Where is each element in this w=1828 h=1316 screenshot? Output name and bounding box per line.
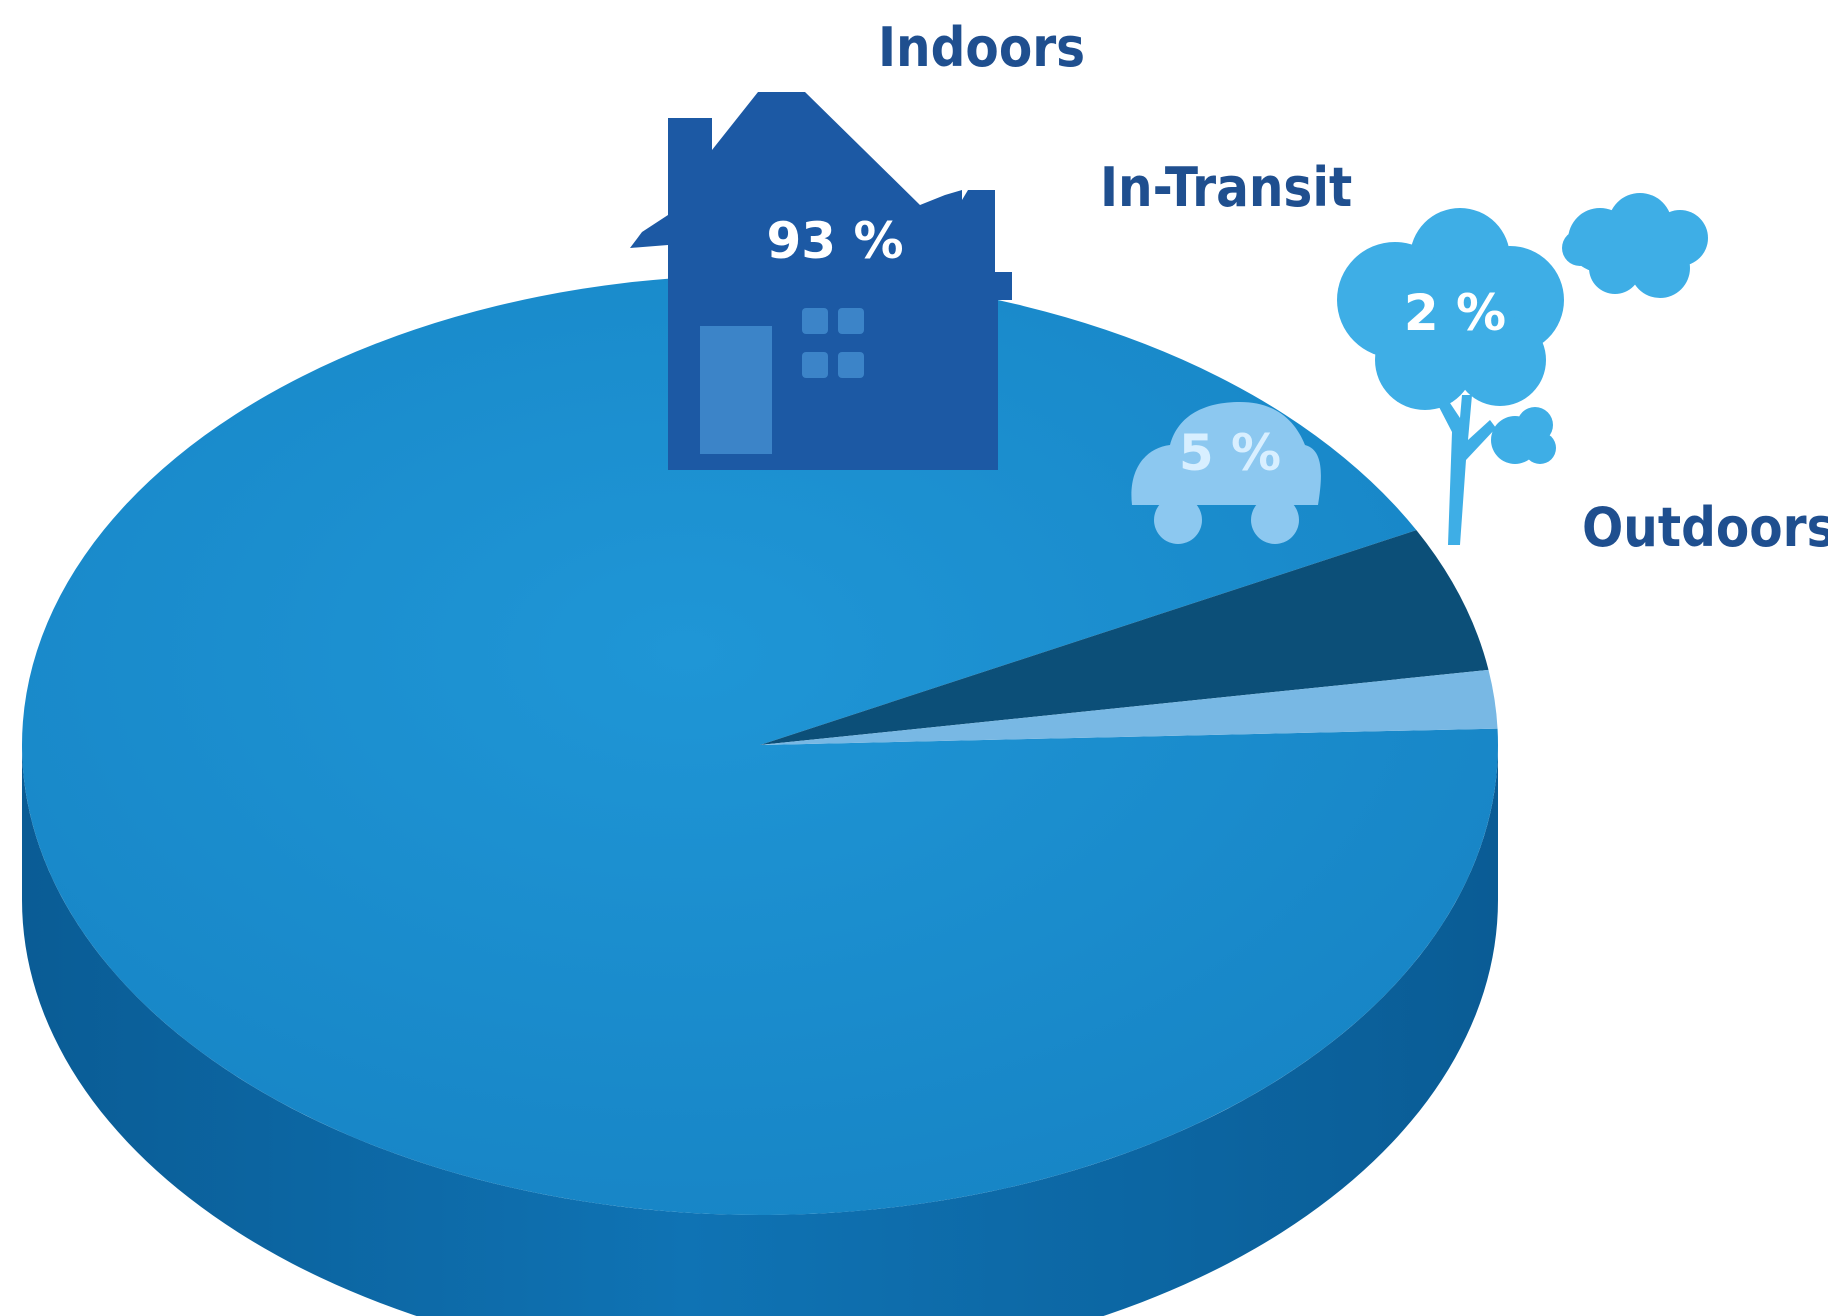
label-outdoors: Outdoors (1582, 496, 1828, 559)
house-icon (630, 92, 1012, 470)
car-icon (1131, 402, 1321, 544)
value-label-outdoors: 2 % (1404, 284, 1506, 342)
label-indoors: Indoors (878, 16, 1085, 79)
label-in-transit: In-Transit (1100, 156, 1352, 219)
pie-slice-in-transit (760, 530, 1489, 745)
value-label-in-transit: 5 % (1179, 424, 1281, 482)
pie-slice-outdoors (760, 669, 1498, 745)
pie-slice-indoors (21, 274, 1499, 1215)
pie-body (21, 274, 1499, 1316)
value-label-indoors: 93 % (766, 212, 903, 270)
pie-side-wall (22, 745, 1498, 1316)
tree-icon (1337, 193, 1708, 545)
